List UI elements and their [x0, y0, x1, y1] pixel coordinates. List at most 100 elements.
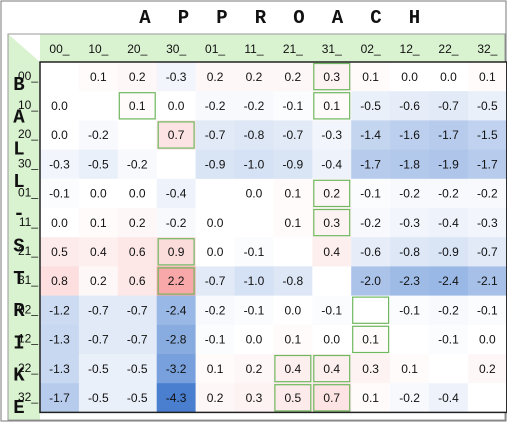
cell-value: -0.6 — [399, 99, 420, 113]
cell-value: -2.0 — [360, 274, 381, 288]
heatmap-cell — [117, 208, 158, 238]
heatmap-cell — [312, 237, 352, 267]
highlight-box — [313, 62, 351, 91]
heatmap-cell — [40, 295, 80, 326]
heatmap-cell — [234, 383, 274, 413]
cell-value: -0.1 — [283, 99, 304, 113]
ylabel-letter: E — [13, 397, 24, 419]
cell-value: -0.1 — [438, 333, 459, 347]
heatmap-cell — [429, 62, 469, 92]
cell-value: -0.6 — [360, 245, 381, 259]
heatmap-cell — [390, 383, 430, 413]
cell-value: -1.7 — [477, 157, 498, 171]
heatmap-cell — [40, 354, 80, 384]
heatmap-cell — [312, 295, 352, 326]
cell-value: 0.7 — [323, 391, 340, 405]
heatmap-cell — [117, 324, 158, 355]
heatmap-cell — [351, 178, 391, 209]
cell-value: 0.0 — [207, 245, 224, 259]
cell-value: -0.2 — [399, 391, 420, 405]
cell-value: 0.1 — [285, 216, 302, 230]
heatmap-cell — [351, 383, 391, 413]
highlight-box — [313, 179, 351, 208]
cell-value: 0.0 — [90, 187, 107, 201]
title-letter: P — [216, 7, 227, 29]
heatmap-cell — [40, 208, 80, 238]
heatmap-cell — [78, 62, 119, 92]
heatmap-cell — [156, 62, 196, 92]
ylabel-letter: A — [13, 106, 25, 128]
heatmap-cell — [78, 178, 119, 209]
heatmap-cell — [273, 237, 313, 267]
heatmap-cell — [351, 266, 391, 296]
heatmap-cell — [156, 208, 196, 238]
y-axis-tick-labels: 00_ 10_ 20_ 30_ 01_ 11_ 21_ 31_ 02_ 12_ 22_ 32_ — [18, 69, 38, 404]
heatmap-cell-labels: 0.1 0.2 -0.3 0.2 0.2 0.2 0.3 0.1 0.0 0.0 0.1 0.0 0.1… — [49, 70, 498, 405]
cell-value: 0.3 — [246, 391, 263, 405]
heatmap-cell — [78, 383, 119, 413]
heatmap-cell — [351, 324, 391, 355]
row-label: 10_ — [18, 98, 38, 112]
heatmap-cell — [195, 383, 235, 413]
cell-value: -0.4 — [438, 391, 459, 405]
cell-value: 0.1 — [362, 333, 379, 347]
cell-value: 0.1 — [129, 99, 146, 113]
heatmap-cell — [117, 295, 158, 326]
heatmap-cell — [156, 266, 196, 296]
cell-value: 0.2 — [129, 70, 146, 84]
cell-value: -0.1 — [321, 303, 342, 317]
heatmap-cell — [195, 62, 235, 92]
heatmap-cell — [390, 208, 430, 238]
cell-value: 0.1 — [285, 333, 302, 347]
heatmap-cell — [78, 324, 119, 355]
heatmap-cell — [467, 324, 507, 355]
cell-value: -0.9 — [205, 157, 226, 171]
heatmap-cell — [273, 383, 313, 413]
column-label: 12_ — [400, 42, 420, 56]
heatmap-cell — [195, 266, 235, 296]
column-header-band — [40, 34, 505, 62]
heatmap-cell — [351, 120, 391, 150]
cell-value: 0.2 — [479, 362, 496, 376]
cell-value: 0.2 — [246, 362, 263, 376]
title-letter: C — [370, 7, 381, 29]
ylabel-letter: B — [13, 74, 24, 96]
heatmap-cell — [195, 120, 235, 150]
heatmap-cell — [429, 383, 469, 413]
cell-value: -1.7 — [438, 128, 459, 142]
heatmap-cell — [312, 324, 352, 355]
cell-value: -0.1 — [205, 333, 226, 347]
row-label: 32_ — [18, 390, 38, 404]
ylabel-letter: S — [13, 236, 24, 258]
cell-value: -2.3 — [399, 274, 420, 288]
cell-value: -1.3 — [49, 333, 70, 347]
heatmap-cell — [234, 324, 274, 355]
cell-value: 0.1 — [479, 70, 496, 84]
cell-value: -0.8 — [244, 128, 265, 142]
highlight-box — [352, 296, 390, 324]
heatmap-cell — [273, 91, 313, 121]
heatmap-cell — [156, 354, 196, 384]
cell-value: 0.2 — [207, 70, 224, 84]
heatmap-cell — [156, 295, 196, 326]
cell-value: -0.3 — [399, 216, 420, 230]
heatmap-cell — [312, 62, 352, 92]
cell-value: -0.2 — [88, 128, 109, 142]
heatmap-cell — [273, 354, 313, 384]
cell-value: -1.0 — [244, 274, 265, 288]
cell-value: -0.2 — [438, 187, 459, 201]
heatmap-cell — [429, 266, 469, 296]
cell-value: 0.3 — [323, 216, 340, 230]
heatmap-cell — [312, 178, 352, 209]
title-letter: A — [332, 7, 344, 29]
heatmap-cell — [234, 62, 274, 92]
highlight-box — [157, 267, 195, 295]
cell-value: 0.0 — [285, 303, 302, 317]
heatmap-cell — [429, 120, 469, 150]
heatmap-cell — [467, 120, 507, 150]
heatmap-cell — [312, 120, 352, 150]
heatmap-cell — [40, 91, 80, 121]
